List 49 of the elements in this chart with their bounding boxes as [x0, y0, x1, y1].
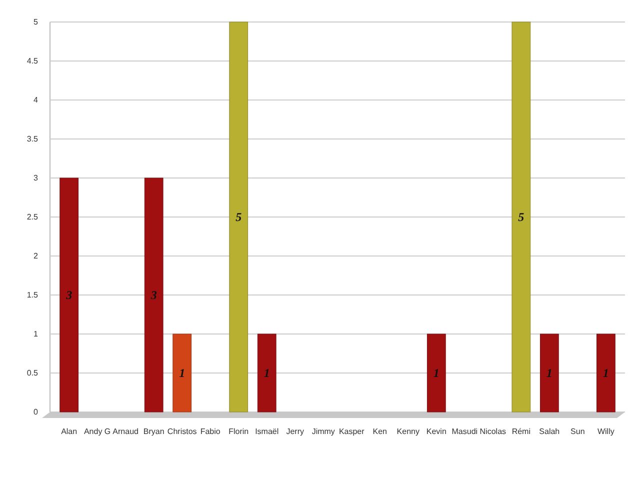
y-tick-label: 3 — [34, 174, 39, 183]
data-label: 3 — [65, 288, 72, 302]
x-tick-label: Kasper — [338, 427, 365, 436]
y-tick-label: 0 — [34, 408, 39, 417]
data-label: 1 — [179, 366, 186, 380]
bar — [540, 334, 559, 412]
x-tick-label: Fabio — [200, 427, 221, 436]
x-tick-label: Jerry — [286, 427, 304, 436]
bar — [426, 334, 446, 412]
x-tick-label: Ismaël — [255, 427, 279, 436]
x-tick-label: Bryan — [143, 427, 164, 436]
x-tick-label: Ken — [372, 427, 387, 436]
x-tick-label: Kevin — [426, 427, 446, 436]
data-label: 3 — [150, 288, 157, 302]
bar — [512, 22, 531, 412]
x-tick-label: Christos — [167, 427, 197, 436]
y-tick-label: 5 — [34, 18, 39, 27]
data-label: 1 — [433, 366, 440, 380]
data-label: 1 — [264, 366, 270, 380]
data-label: 1 — [602, 366, 609, 380]
x-tick-label: Kenny — [396, 427, 420, 436]
y-tick-label: 4.5 — [26, 56, 39, 66]
bar — [144, 178, 164, 412]
y-tick-label: 3.5 — [26, 134, 39, 144]
x-tick-label: Arnaud — [112, 427, 138, 436]
x-tick-label: Andy G — [84, 427, 111, 436]
x-tick-label: Florin — [228, 427, 249, 436]
x-tick-label: Sun — [570, 427, 585, 436]
y-tick-label: 0.5 — [26, 368, 39, 378]
bar — [596, 334, 616, 412]
x-tick-label: Masudi — [452, 427, 478, 436]
x-tick-label: Willy — [597, 427, 614, 436]
x-tick-label: Alan — [61, 427, 78, 436]
data-label: 5 — [236, 210, 242, 224]
data-label: 5 — [518, 210, 524, 224]
bar — [172, 334, 192, 412]
x-tick-label: Jimmy — [312, 427, 335, 436]
y-tick-label: 2 — [34, 252, 39, 261]
bar — [229, 22, 248, 412]
x-tick-label: Rémi — [512, 427, 531, 436]
data-label: 1 — [546, 366, 552, 380]
bar — [60, 178, 79, 412]
bar — [257, 334, 276, 412]
y-tick-label: 4 — [34, 96, 39, 105]
y-tick-label: 1.5 — [26, 290, 39, 300]
y-tick-label: 2.5 — [26, 212, 39, 222]
x-tick-label: Nicolas — [480, 427, 506, 436]
x-tick-label: Salah — [539, 427, 560, 436]
y-tick-label: 1 — [34, 330, 39, 339]
